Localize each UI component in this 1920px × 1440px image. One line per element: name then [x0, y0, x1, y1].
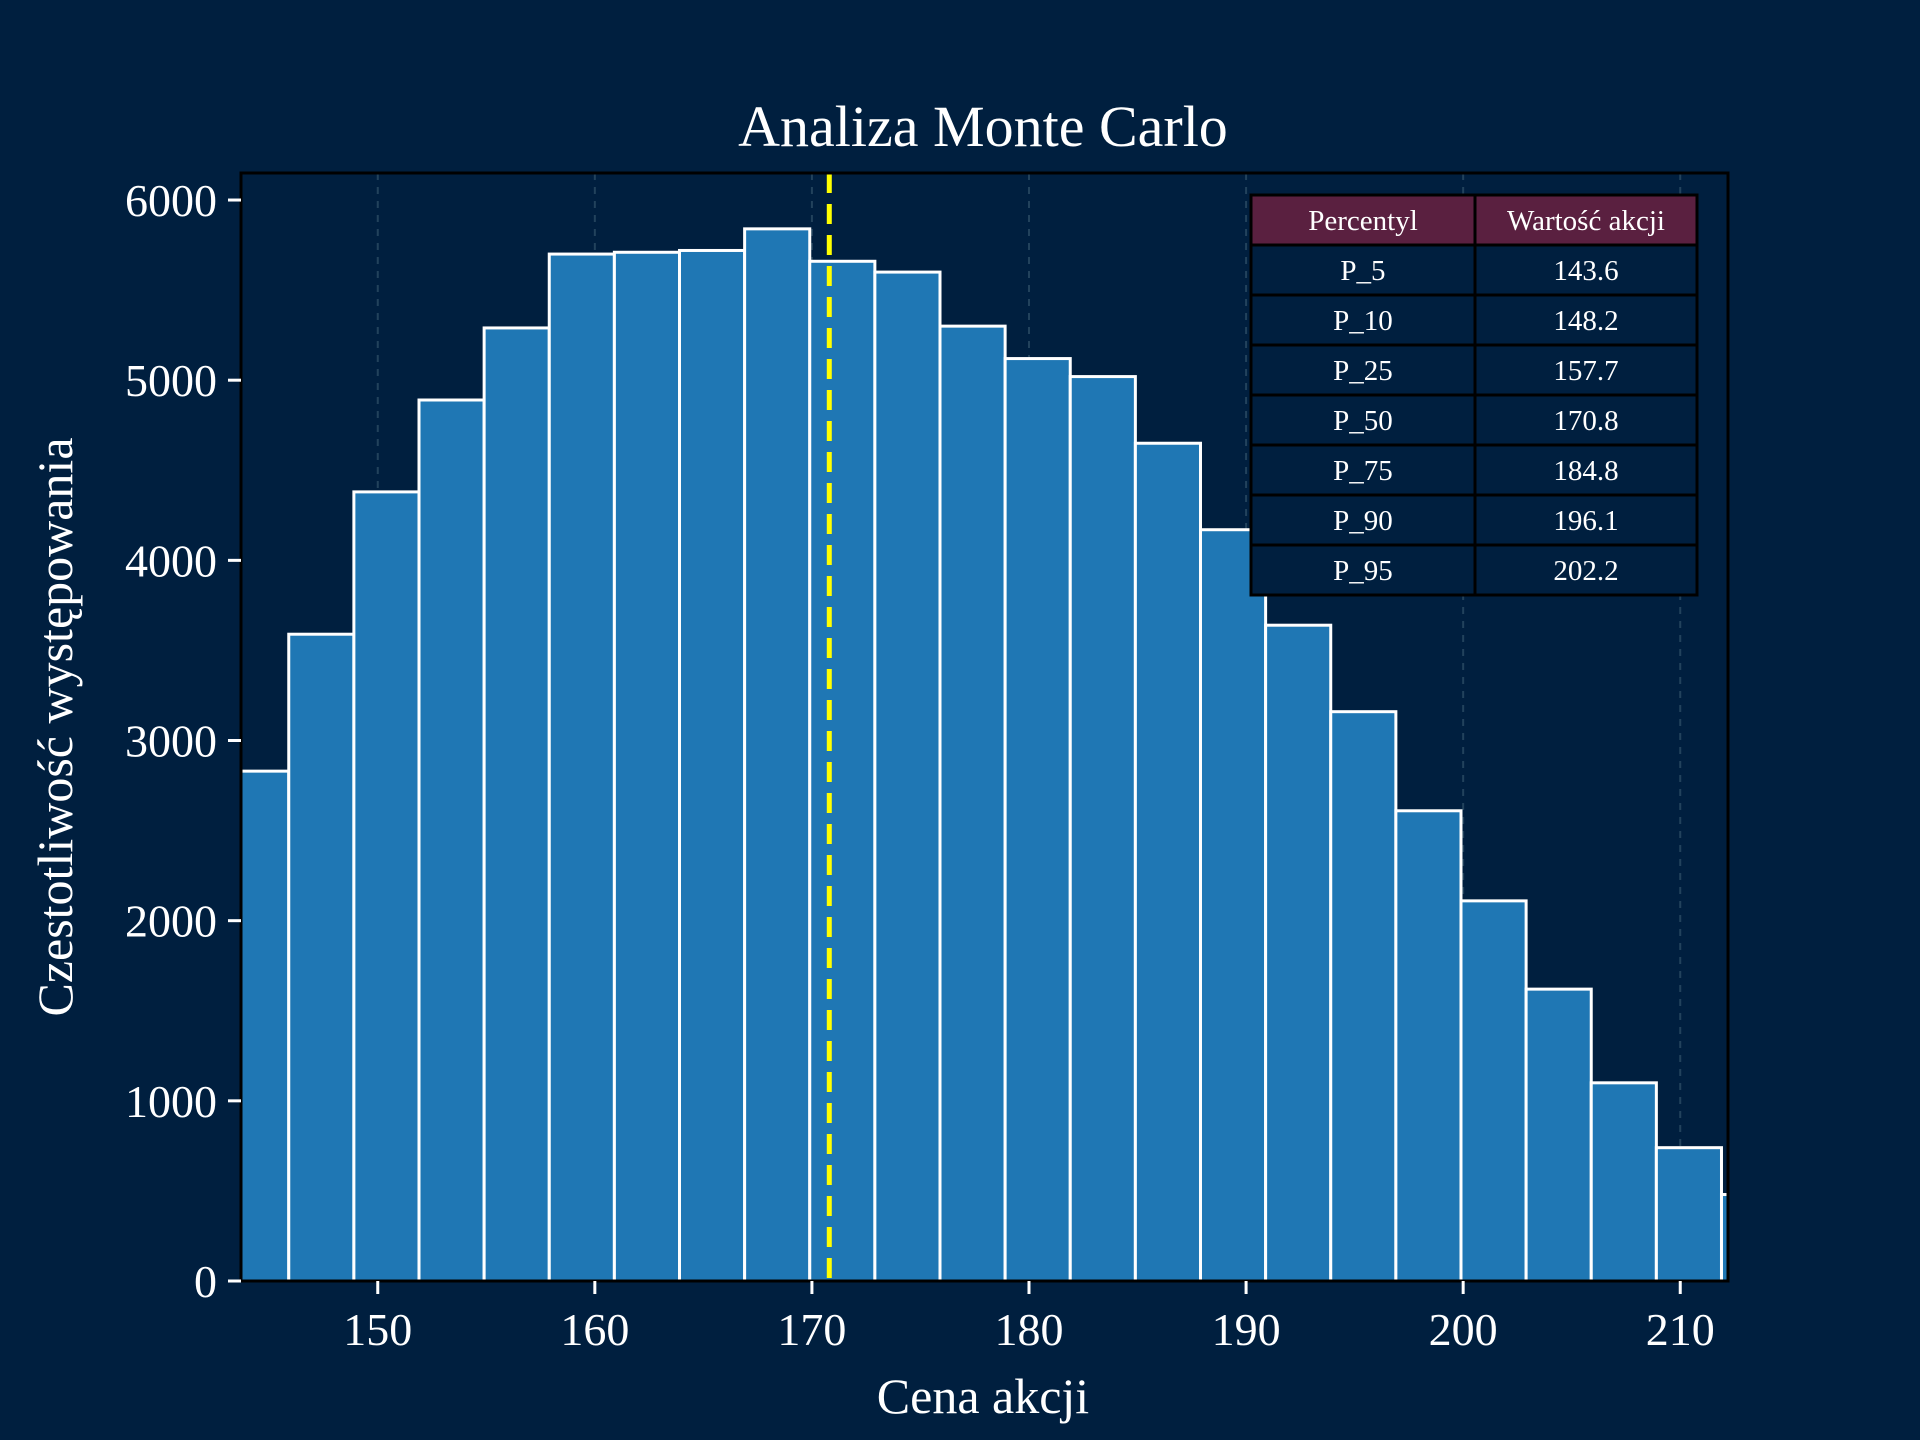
- x-tick-label-4: 190: [1212, 1304, 1281, 1355]
- table-cell-text-6-0: P_95: [1333, 555, 1393, 587]
- x-axis-title: Cena akcji: [877, 1368, 1089, 1424]
- x-tick-label-3: 180: [995, 1304, 1064, 1355]
- histogram-bar-20: [1524, 987, 1593, 1281]
- percentile-table: Percentyl Wartość akcji P_5 143.6 P_10 148.2 P…: [1249, 193, 1699, 597]
- table-cell-text-4-1: 184.8: [1553, 455, 1618, 487]
- plot-frame: [239, 171, 1730, 1283]
- histogram-bar-10: [873, 270, 942, 1281]
- y-tick-label-4: 4000: [125, 535, 217, 586]
- histogram-bar-23: [1719, 1193, 1728, 1281]
- table-cell-4-1: [1473, 443, 1699, 497]
- histogram-bar-22: [1654, 1146, 1723, 1281]
- table-cell-text-4-0: P_75: [1333, 455, 1393, 487]
- table-cell-6-1: [1473, 543, 1699, 597]
- histogram-bar-14: [1133, 441, 1202, 1281]
- y-tick-label-3: 3000: [125, 716, 217, 767]
- histogram-bar-18: [1394, 809, 1463, 1281]
- histogram-bar-1: [287, 632, 356, 1281]
- histogram-bars: [241, 227, 1728, 1281]
- table-cell-5-1: [1473, 493, 1699, 547]
- table-cell-text-0-1: 143.6: [1553, 255, 1618, 287]
- table-cell-1-1: [1473, 293, 1699, 347]
- y-tick-label-2: 2000: [125, 896, 217, 947]
- table-cell-2-0: [1249, 343, 1477, 397]
- table-cell-text-3-1: 170.8: [1553, 405, 1618, 437]
- table-cell-text-5-1: 196.1: [1553, 505, 1618, 537]
- histogram-bar-13: [1068, 375, 1137, 1281]
- histogram-bar-19: [1459, 899, 1528, 1281]
- histogram-bar-16: [1264, 623, 1333, 1281]
- table-header-text-1: Wartość akcji: [1507, 205, 1665, 237]
- y-tick-label-6: 6000: [125, 175, 217, 226]
- histogram-bar-9: [808, 259, 877, 1281]
- table-header-cell-1: [1473, 193, 1699, 247]
- table-cell-text-0-0: P_5: [1340, 255, 1385, 287]
- table-cell-2-1: [1473, 343, 1699, 397]
- table-cell-text-3-0: P_50: [1333, 405, 1393, 437]
- table-cell-text-1-0: P_10: [1333, 305, 1393, 337]
- x-tick-label-1: 160: [560, 1304, 629, 1355]
- table-cell-6-0: [1249, 543, 1477, 597]
- histogram-bar-2: [352, 490, 421, 1281]
- table-cell-text-6-1: 202.2: [1553, 555, 1618, 587]
- histogram-bar-8: [743, 227, 812, 1281]
- y-axis: 0 1000 2000 3000 4000 5000 6000: [125, 175, 241, 1307]
- chart-title: Analiza Monte Carlo: [738, 94, 1228, 159]
- histogram-bar-7: [678, 248, 747, 1281]
- histogram-bar-6: [612, 250, 682, 1281]
- table-cell-text-1-1: 148.2: [1553, 305, 1618, 337]
- x-tick-label-2: 170: [777, 1304, 846, 1355]
- histogram-bar-3: [417, 398, 486, 1281]
- table-header-text-0: Percentyl: [1308, 205, 1418, 237]
- table-cell-text-5-0: P_90: [1333, 505, 1393, 537]
- table-cell-text-2-1: 157.7: [1553, 355, 1618, 387]
- y-axis-title: Czestotliwość występowania: [27, 437, 83, 1016]
- histogram-bar-4: [482, 326, 551, 1281]
- table-cell-text-2-0: P_25: [1333, 355, 1393, 387]
- y-tick-label-5: 5000: [125, 355, 217, 406]
- x-axis: 150 160 170 180 190 200 210: [343, 1281, 1715, 1355]
- x-tick-label-0: 150: [343, 1304, 412, 1355]
- y-tick-label-0: 0: [194, 1256, 217, 1307]
- table-cell-5-0: [1249, 493, 1477, 547]
- histogram-bar-21: [1589, 1081, 1658, 1281]
- x-tick-label-6: 210: [1646, 1304, 1715, 1355]
- histogram-bar-11: [938, 324, 1007, 1281]
- histogram-bar-17: [1329, 710, 1398, 1281]
- histogram-bar-15: [1198, 528, 1268, 1281]
- histogram-bar-12: [1003, 357, 1072, 1281]
- x-tick-label-5: 200: [1429, 1304, 1498, 1355]
- y-tick-label-1: 1000: [125, 1076, 217, 1127]
- histogram-bar-5: [547, 252, 616, 1281]
